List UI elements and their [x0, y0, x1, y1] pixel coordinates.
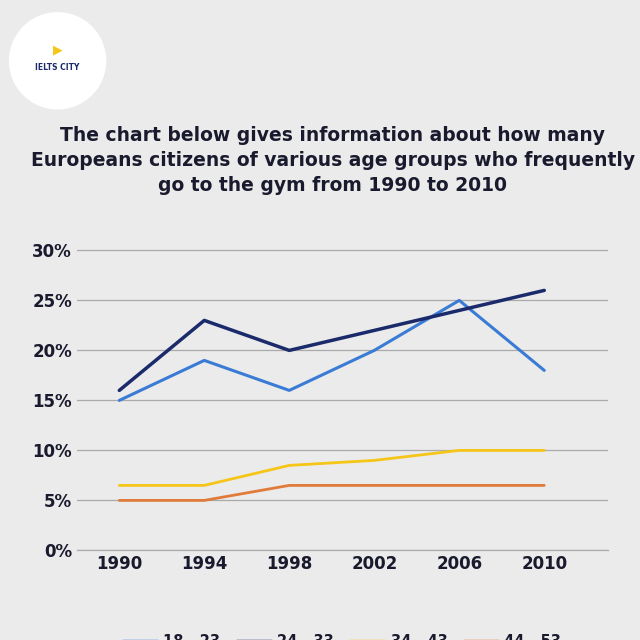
Text: The chart below gives information about how many
Europeans citizens of various a: The chart below gives information about … — [31, 126, 635, 195]
Text: ▶: ▶ — [52, 44, 63, 56]
Legend: 18 - 23, 24 - 33, 34 - 43, 44 - 53: 18 - 23, 24 - 33, 34 - 43, 44 - 53 — [118, 628, 567, 640]
Text: IELTS CITY: IELTS CITY — [35, 63, 80, 72]
